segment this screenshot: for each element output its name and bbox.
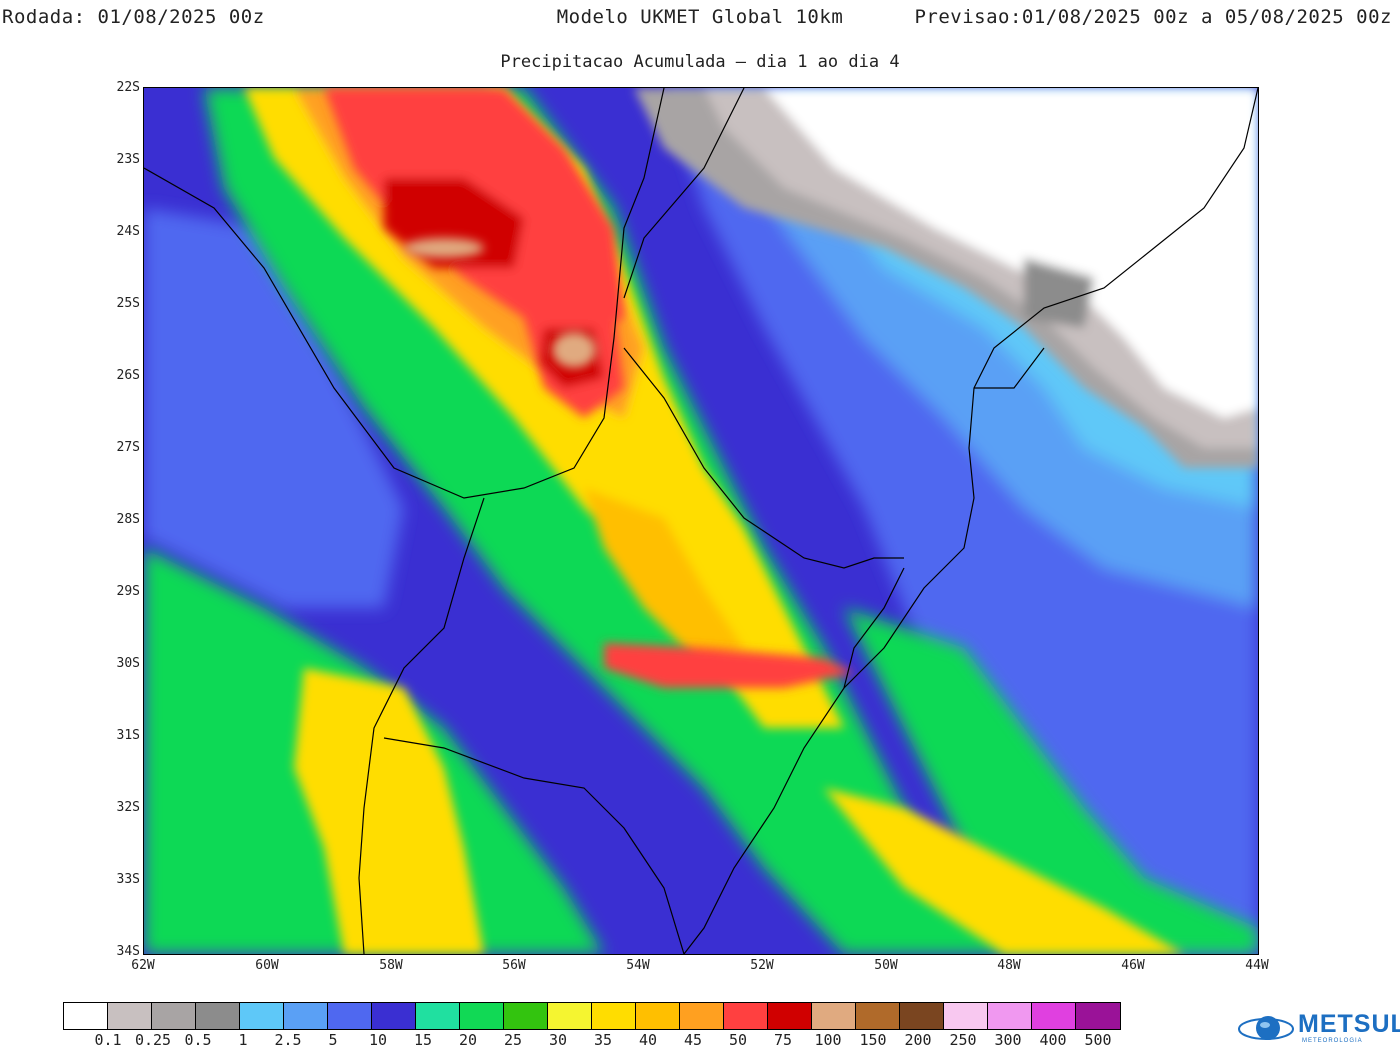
lon-label-48w: 48W xyxy=(997,958,1021,973)
legend-label: 30 xyxy=(548,1031,568,1049)
lat-label-28s: 28S xyxy=(116,512,140,527)
logo-wordmark: METSUL xyxy=(1298,1010,1400,1038)
lat-label-23s: 23S xyxy=(116,152,140,167)
forecast-period-label: Previsao:01/08/2025 00z a 05/08/2025 00z xyxy=(914,6,1392,28)
legend-label: 0.25 xyxy=(134,1031,172,1049)
legend-swatch xyxy=(1032,1003,1076,1029)
legend-label: 25 xyxy=(503,1031,523,1049)
legend-label: 0.1 xyxy=(94,1031,122,1049)
precipitation-map xyxy=(143,87,1259,955)
lat-label-25s: 25S xyxy=(116,296,140,311)
lon-label-52w: 52W xyxy=(750,958,774,973)
logo-subtext: METEOROLOGIA xyxy=(1302,1038,1363,1044)
legend-swatch xyxy=(856,1003,900,1029)
legend-label: 50 xyxy=(728,1031,748,1049)
legend-swatch xyxy=(152,1003,196,1029)
legend-label: 1 xyxy=(238,1031,248,1049)
legend-label: 75 xyxy=(773,1031,793,1049)
legend-label: 400 xyxy=(1039,1031,1067,1049)
legend-label: 45 xyxy=(683,1031,703,1049)
precipitation-legend xyxy=(63,1002,1121,1030)
legend-swatch xyxy=(328,1003,372,1029)
legend-label: 500 xyxy=(1084,1031,1112,1049)
lat-label-34s: 34S xyxy=(116,944,140,959)
legend-swatch xyxy=(504,1003,548,1029)
legend-label: 35 xyxy=(593,1031,613,1049)
legend-label: 250 xyxy=(949,1031,977,1049)
lon-label-46w: 46W xyxy=(1121,958,1145,973)
legend-swatch xyxy=(1076,1003,1120,1029)
legend-swatch xyxy=(372,1003,416,1029)
legend-swatch xyxy=(592,1003,636,1029)
lat-label-30s: 30S xyxy=(116,656,140,671)
legend-label: 2.5 xyxy=(274,1031,302,1049)
lon-label-60w: 60W xyxy=(255,958,279,973)
legend-swatch xyxy=(636,1003,680,1029)
legend-swatch xyxy=(64,1003,108,1029)
legend-swatch xyxy=(944,1003,988,1029)
lat-label-26s: 26S xyxy=(116,368,140,383)
legend-swatch xyxy=(108,1003,152,1029)
lon-label-54w: 54W xyxy=(626,958,650,973)
lon-label-50w: 50W xyxy=(874,958,898,973)
lat-label-27s: 27S xyxy=(116,440,140,455)
legend-label: 5 xyxy=(328,1031,338,1049)
legend-swatch xyxy=(460,1003,504,1029)
model-title: Modelo UKMET Global 10km xyxy=(556,6,844,28)
legend-swatch xyxy=(680,1003,724,1029)
legend-label: 40 xyxy=(638,1031,658,1049)
lon-label-58w: 58W xyxy=(379,958,403,973)
lon-label-56w: 56W xyxy=(502,958,526,973)
lat-label-33s: 33S xyxy=(116,872,140,887)
lat-label-29s: 29S xyxy=(116,584,140,599)
legend-swatch xyxy=(812,1003,856,1029)
legend-label: 20 xyxy=(458,1031,478,1049)
lon-label-44w: 44W xyxy=(1245,958,1269,973)
legend-label: 0.5 xyxy=(184,1031,212,1049)
legend-label: 300 xyxy=(994,1031,1022,1049)
legend-swatch xyxy=(548,1003,592,1029)
legend-swatch xyxy=(988,1003,1032,1029)
globe-icon xyxy=(1238,1016,1294,1040)
run-date-label: Rodada: 01/08/2025 00z xyxy=(2,6,265,28)
lon-label-62w: 62W xyxy=(131,958,155,973)
metsul-logo: METSUL METEOROLOGIA xyxy=(1232,1008,1400,1048)
legend-label: 100 xyxy=(814,1031,842,1049)
legend-label: 200 xyxy=(904,1031,932,1049)
legend-swatch xyxy=(196,1003,240,1029)
legend-swatch xyxy=(724,1003,768,1029)
lat-label-24s: 24S xyxy=(116,224,140,239)
precipitation-field xyxy=(144,88,1258,954)
legend-label: 10 xyxy=(368,1031,388,1049)
legend-swatch xyxy=(768,1003,812,1029)
legend-swatch xyxy=(240,1003,284,1029)
legend-label: 150 xyxy=(859,1031,887,1049)
lat-label-32s: 32S xyxy=(116,800,140,815)
legend-swatch xyxy=(900,1003,944,1029)
legend-swatch xyxy=(416,1003,460,1029)
lat-label-22s: 22S xyxy=(116,80,140,95)
legend-label: 15 xyxy=(413,1031,433,1049)
lat-label-31s: 31S xyxy=(116,728,140,743)
map-subtitle: Precipitacao Acumulada – dia 1 ao dia 4 xyxy=(500,52,900,72)
legend-swatch xyxy=(284,1003,328,1029)
